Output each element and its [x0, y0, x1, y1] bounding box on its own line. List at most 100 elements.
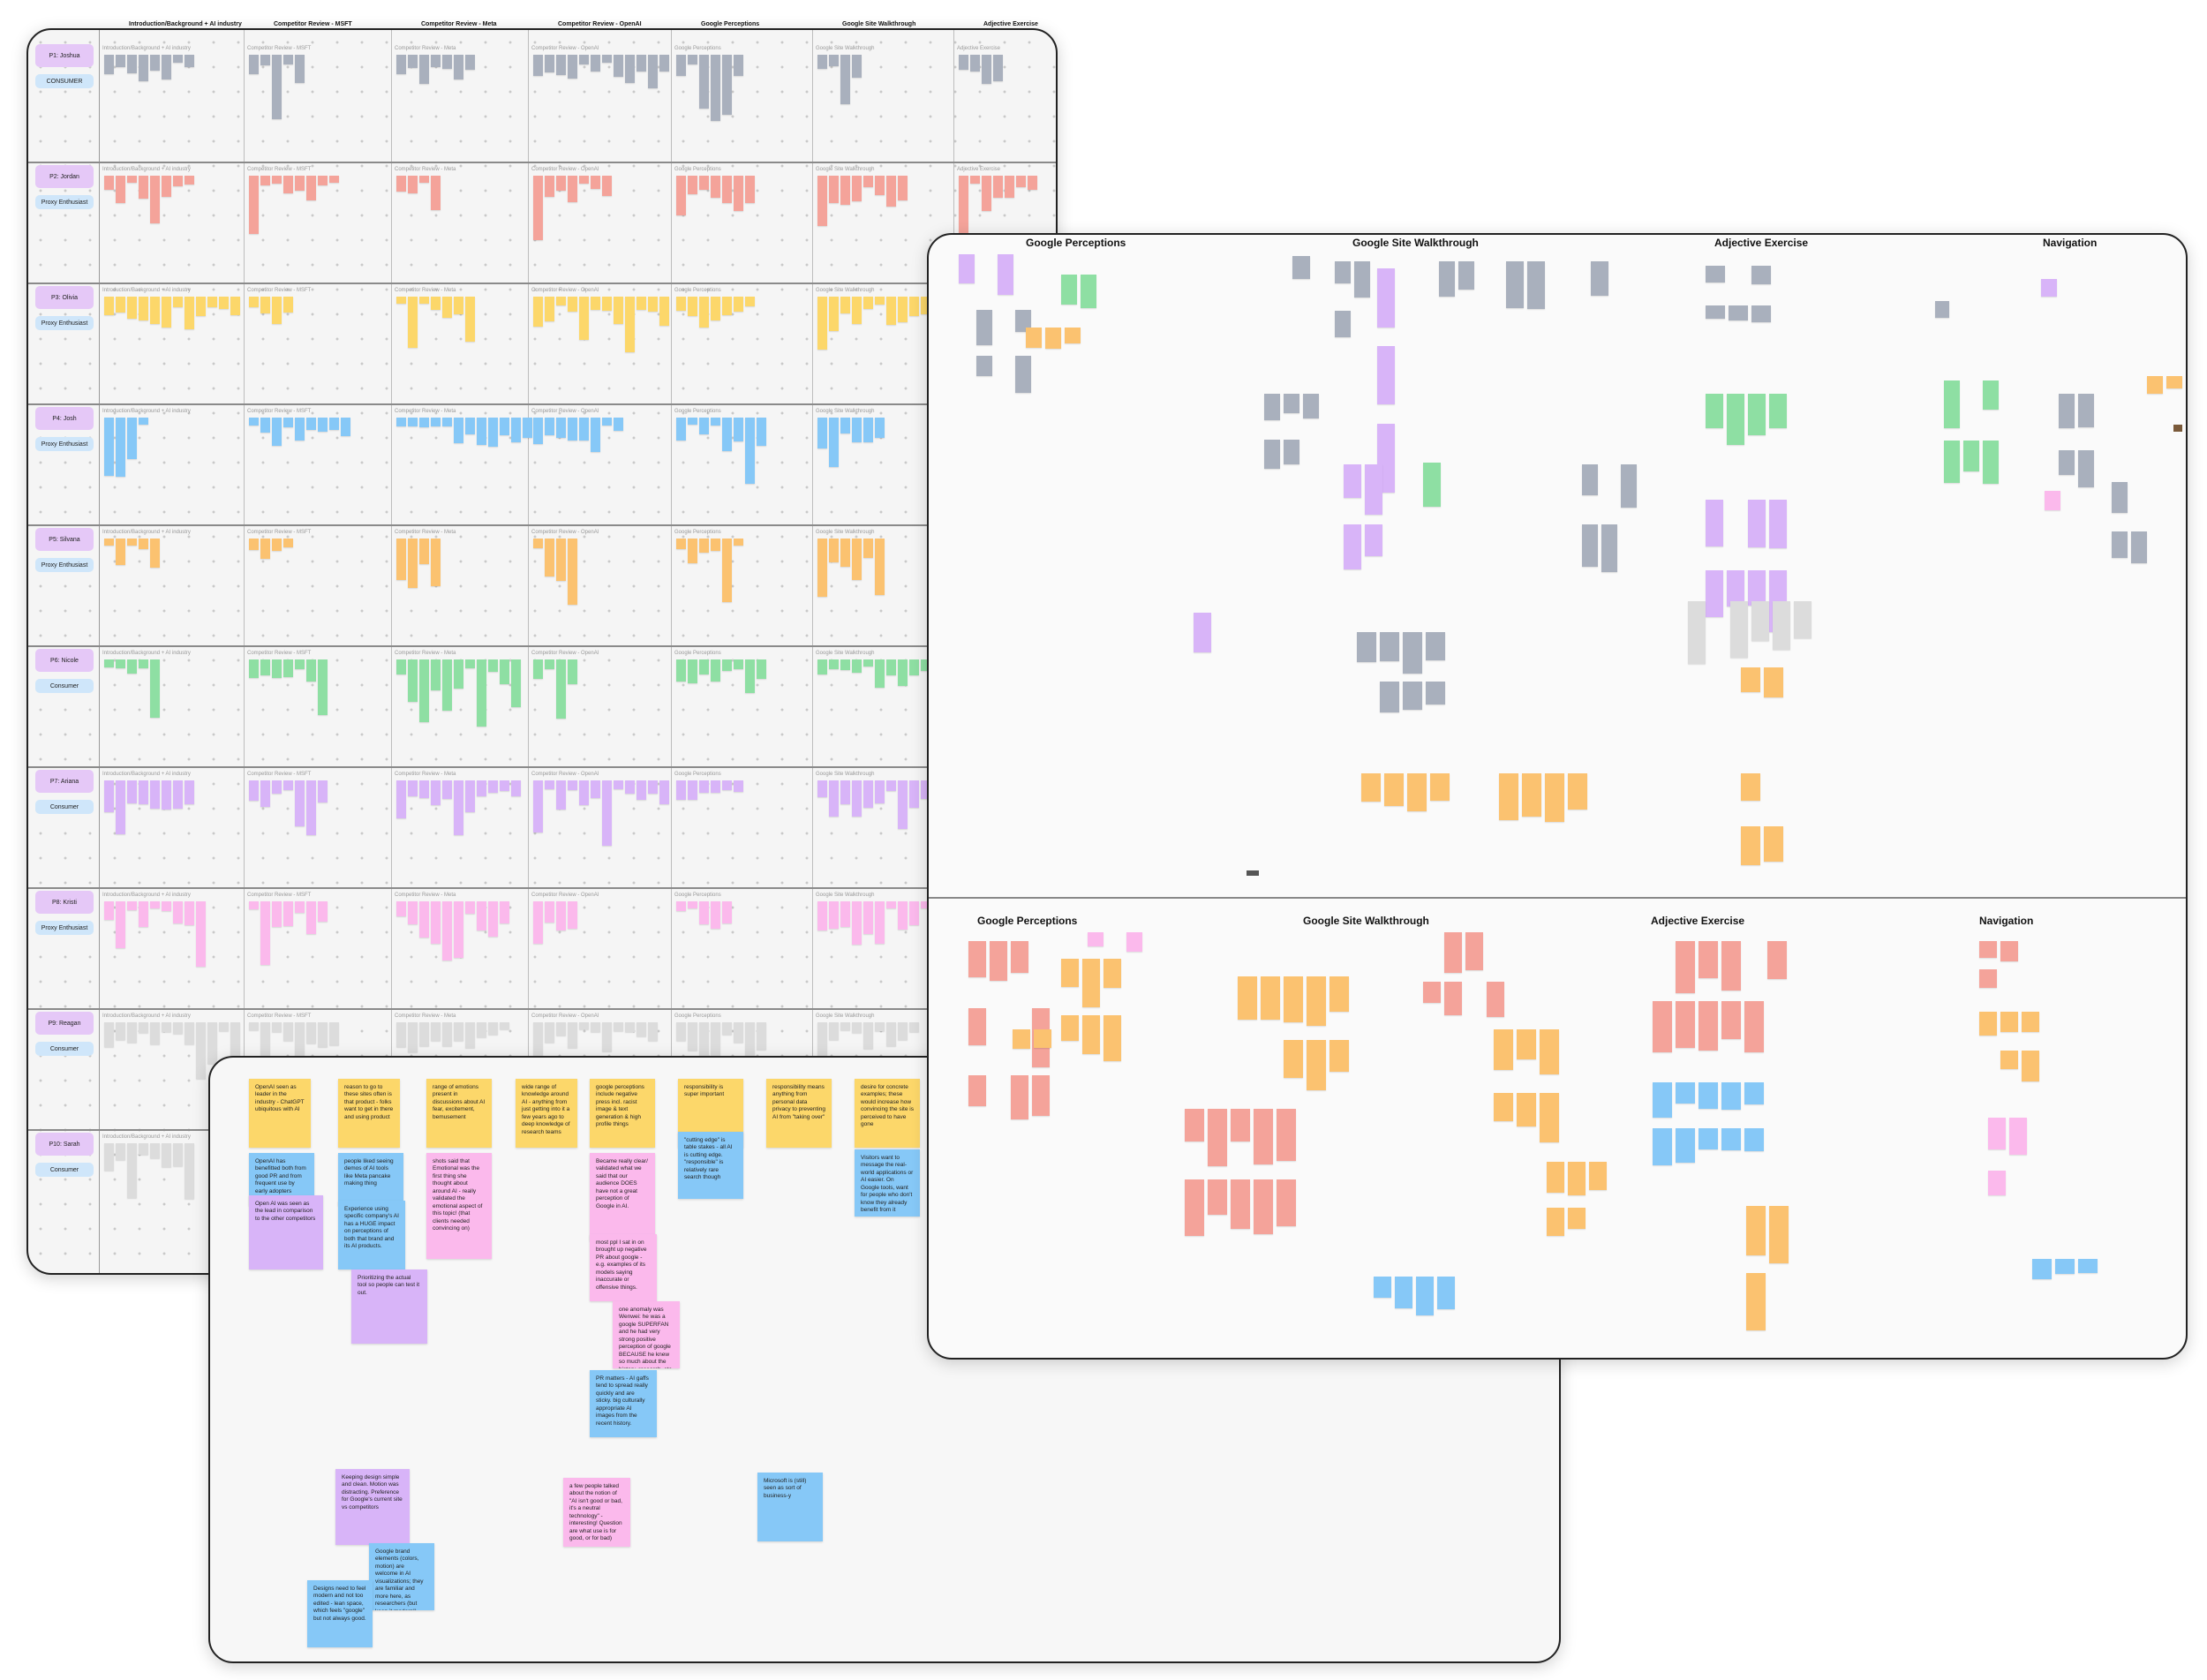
sticky-note[interactable] [556, 418, 566, 438]
sticky-note[interactable] [1506, 261, 1524, 308]
sticky-note[interactable] [533, 176, 543, 240]
sticky-note[interactable] [1061, 959, 1079, 987]
sticky-note[interactable] [2059, 394, 2075, 428]
sticky-note[interactable] [568, 901, 577, 929]
sticky-note[interactable] [500, 901, 509, 923]
sticky-note[interactable] [959, 55, 968, 70]
sticky-note[interactable] [1653, 1128, 1672, 1165]
sticky-note[interactable] [104, 901, 114, 920]
sticky-note[interactable] [722, 659, 732, 671]
sticky-note[interactable] [283, 176, 293, 193]
sticky-note[interactable] [295, 659, 305, 669]
sticky-note[interactable] [734, 297, 743, 312]
sticky-note[interactable] [829, 55, 839, 66]
sticky-note[interactable] [454, 780, 463, 835]
participant-type-tag[interactable]: Consumer [35, 800, 94, 814]
sticky-note[interactable] [162, 176, 171, 197]
sticky-note[interactable] [921, 901, 930, 908]
sticky-note[interactable] [909, 780, 919, 808]
sticky-note[interactable] [306, 659, 316, 682]
sticky-note[interactable] [1384, 773, 1404, 806]
sticky-note[interactable] [863, 297, 873, 309]
sticky-note[interactable] [533, 297, 543, 327]
sticky-note[interactable] [150, 297, 160, 324]
sticky-note[interactable] [272, 297, 282, 324]
sticky-note[interactable] [260, 659, 270, 675]
sticky-note[interactable] [840, 659, 850, 670]
sticky-note[interactable] [591, 176, 600, 189]
sticky-note[interactable] [295, 780, 305, 826]
sticky-note[interactable]: shots said that Emotional was the first … [426, 1153, 492, 1259]
sticky-note[interactable] [1494, 1029, 1513, 1070]
sticky-note[interactable] [442, 297, 452, 318]
sticky-note[interactable] [676, 297, 686, 311]
sticky-note[interactable] [306, 1022, 316, 1043]
sticky-note[interactable] [1751, 266, 1771, 284]
sticky-note[interactable] [636, 1022, 646, 1036]
sticky-note[interactable] [127, 297, 137, 319]
sticky-note[interactable] [2131, 531, 2147, 563]
participant-label[interactable]: P5: Silvana [35, 528, 94, 551]
sticky-note[interactable] [1439, 261, 1455, 297]
sticky-note[interactable] [625, 297, 635, 352]
sticky-note[interactable] [488, 780, 498, 793]
sticky-note[interactable]: Became really clear/ validated what we s… [590, 1153, 655, 1241]
sticky-note[interactable] [185, 1143, 194, 1199]
sticky-note[interactable] [1013, 1029, 1030, 1049]
sticky-note[interactable] [1016, 176, 1026, 187]
sticky-note[interactable] [817, 901, 827, 930]
sticky-note[interactable] [614, 418, 623, 431]
sticky-note[interactable] [568, 1022, 577, 1048]
sticky-note[interactable] [1944, 441, 1960, 483]
sticky-note[interactable] [1011, 941, 1028, 973]
participant-label[interactable]: P9: Reagan [35, 1012, 94, 1035]
sticky-note[interactable] [431, 659, 441, 690]
sticky-note[interactable] [1944, 380, 1960, 428]
sticky-note[interactable] [465, 780, 475, 812]
sticky-note[interactable] [283, 780, 293, 790]
sticky-note[interactable] [1082, 959, 1100, 1007]
sticky-note[interactable] [511, 418, 521, 442]
sticky-note[interactable] [1979, 969, 1997, 988]
sticky-note[interactable] [162, 55, 171, 79]
participant-type-tag[interactable]: Proxy Enthusiast [35, 558, 94, 572]
sticky-note[interactable] [454, 55, 463, 79]
sticky-note[interactable] [396, 176, 406, 192]
sticky-note[interactable] [207, 297, 217, 307]
sticky-note[interactable] [1185, 1179, 1204, 1236]
sticky-note[interactable] [676, 55, 686, 76]
sticky-note[interactable] [1005, 176, 1014, 198]
sticky-note[interactable] [875, 418, 885, 438]
sticky-note[interactable] [1721, 1128, 1741, 1150]
sticky-note[interactable] [1729, 305, 1748, 320]
sticky-note[interactable] [396, 1022, 406, 1047]
sticky-note[interactable] [173, 55, 183, 63]
sticky-note[interactable] [1423, 982, 1441, 1003]
sticky-note[interactable] [829, 780, 839, 817]
participant-matrix-board[interactable]: P1: Joshua CONSUMER Introduction/Backgroun… [26, 28, 1058, 1275]
sticky-note[interactable] [1582, 464, 1598, 495]
sticky-note[interactable] [1344, 464, 1361, 498]
sticky-note[interactable] [545, 176, 554, 197]
participant-type-tag[interactable]: Consumer [35, 1042, 94, 1056]
sticky-note[interactable] [454, 297, 463, 314]
sticky-note[interactable] [431, 418, 441, 426]
sticky-note[interactable] [2022, 1012, 2039, 1032]
sticky-note[interactable] [500, 780, 509, 791]
sticky-note[interactable] [886, 1022, 896, 1046]
participant-type-tag[interactable]: Proxy Enthusiast [35, 195, 94, 209]
sticky-note[interactable] [1277, 1179, 1296, 1226]
sticky-note[interactable] [545, 659, 554, 669]
sticky-note[interactable] [1744, 1001, 1764, 1052]
sticky-note[interactable] [1769, 500, 1787, 548]
sticky-note[interactable] [162, 780, 171, 810]
sticky-note[interactable] [734, 539, 743, 546]
sticky-note[interactable] [648, 1022, 658, 1041]
participant-type-tag[interactable]: Proxy Enthusiast [35, 921, 94, 935]
sticky-note[interactable] [139, 1143, 148, 1155]
sticky-note[interactable] [1741, 667, 1760, 692]
sticky-note[interactable] [1727, 394, 1744, 445]
sticky-note[interactable]: desire for concrete examples; these woul… [855, 1079, 920, 1148]
sticky-note[interactable] [722, 539, 732, 602]
sticky-note[interactable] [431, 780, 441, 805]
